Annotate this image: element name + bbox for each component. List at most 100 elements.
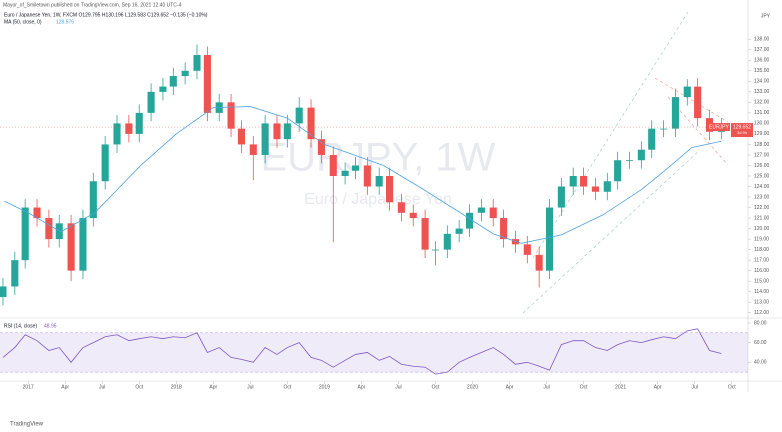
candle-body	[147, 91, 155, 113]
y-tick-label: 127.00	[754, 152, 770, 158]
candle-body	[683, 86, 691, 98]
y-tick-label: 134.00	[754, 79, 770, 85]
candle	[317, 130, 325, 164]
candle-body	[203, 55, 211, 113]
candle	[193, 44, 201, 80]
candle-body	[79, 218, 87, 271]
x-tick-label: Oct	[580, 384, 588, 390]
candle	[249, 136, 257, 181]
y-tick-label: 116.00	[754, 268, 769, 274]
rsi-band	[0, 332, 748, 373]
candle	[147, 83, 155, 122]
candle	[443, 225, 451, 259]
candle	[465, 204, 474, 238]
candle	[545, 199, 554, 280]
candle	[489, 199, 497, 227]
candle-body	[671, 97, 679, 129]
y-tick-label: 135.00	[754, 68, 770, 74]
candle-body	[135, 112, 143, 134]
candle	[683, 79, 691, 106]
candle-body	[465, 212, 474, 229]
author-line: Mayor_of_Smiletown published on TradingV…	[3, 2, 182, 8]
y-tick-label: 121.00	[754, 215, 770, 221]
candle-body	[113, 123, 121, 145]
candle-body	[67, 223, 75, 271]
candle-body	[317, 139, 325, 155]
y-tick-label: 117.00	[754, 257, 769, 263]
y-tick-label: 122.00	[754, 205, 770, 211]
x-tick-label: Jul	[247, 384, 253, 390]
price-tag: 129.652	[733, 124, 751, 130]
x-tick-label: 2021	[615, 384, 626, 390]
candle	[671, 88, 679, 138]
x-tick-label: Oct	[432, 384, 440, 390]
candle-body	[648, 128, 656, 150]
x-tick-label: 2020	[467, 384, 478, 390]
x-tick-label: Apr	[358, 384, 366, 390]
y-tick-label: 114.00	[754, 289, 769, 295]
candle-body	[227, 102, 235, 129]
candle	[363, 157, 371, 195]
candle	[125, 114, 133, 143]
x-tick-label: Oct	[283, 384, 291, 390]
candle	[283, 114, 291, 148]
candle	[181, 62, 189, 85]
candle-body	[45, 218, 53, 240]
candle-body	[694, 86, 702, 119]
candle-body	[431, 249, 440, 251]
footer-logo: TradingView	[10, 422, 44, 428]
candle-body	[443, 233, 451, 250]
candle-body	[181, 70, 189, 77]
rsi-y-tick-label: 60.00	[754, 340, 767, 346]
channel-lower	[522, 149, 701, 314]
currency: JPY	[761, 13, 771, 19]
candle	[660, 120, 668, 138]
candle	[397, 193, 405, 222]
candle	[113, 114, 121, 153]
y-tick-label: 138.00	[754, 37, 770, 43]
trend-upper	[654, 77, 729, 123]
candle	[535, 246, 543, 288]
x-tick-label: Jul	[395, 384, 401, 390]
candle-body	[523, 244, 531, 255]
candle	[557, 178, 565, 216]
y-tick-label: 124.00	[754, 184, 770, 190]
x-tick-label: Jul	[691, 384, 697, 390]
drawings	[522, 11, 729, 314]
candle-body	[329, 154, 337, 176]
candle-body	[273, 123, 281, 140]
candle	[135, 104, 143, 143]
y-tick-label: 126.00	[754, 163, 770, 169]
y-tick-label: 123.00	[754, 194, 770, 200]
candle-body	[21, 207, 29, 261]
rsi-y-tick-label: 40.00	[754, 360, 767, 366]
candle	[295, 97, 303, 132]
symbol-tag: EURJPY	[709, 124, 729, 130]
candle	[591, 178, 599, 201]
candle	[477, 199, 485, 222]
candle	[159, 78, 167, 101]
candle-body	[375, 175, 383, 187]
candle-body	[569, 175, 577, 187]
candle	[431, 241, 440, 266]
candle-body	[397, 202, 405, 213]
y-tick-label: 129.00	[754, 131, 770, 137]
x-tick-label: Oct	[135, 384, 143, 390]
candle-body	[159, 86, 167, 92]
candle-body	[193, 55, 201, 71]
candle	[409, 204, 417, 227]
ma-legend-name: MA (50, close, 0)	[4, 19, 42, 25]
x-tick-label: Apr	[209, 384, 217, 390]
y-tick-label: 136.00	[754, 58, 770, 64]
candle	[385, 167, 394, 211]
candle-body	[535, 254, 543, 271]
y-tick-label: 133.00	[754, 89, 770, 95]
y-tick-label: 130.00	[754, 121, 770, 127]
candle	[79, 209, 87, 280]
candle-body	[637, 149, 645, 161]
candle	[307, 99, 315, 148]
candle	[89, 172, 97, 227]
y-tick-label: 115.00	[754, 279, 769, 285]
price-tag-bg	[731, 123, 753, 138]
